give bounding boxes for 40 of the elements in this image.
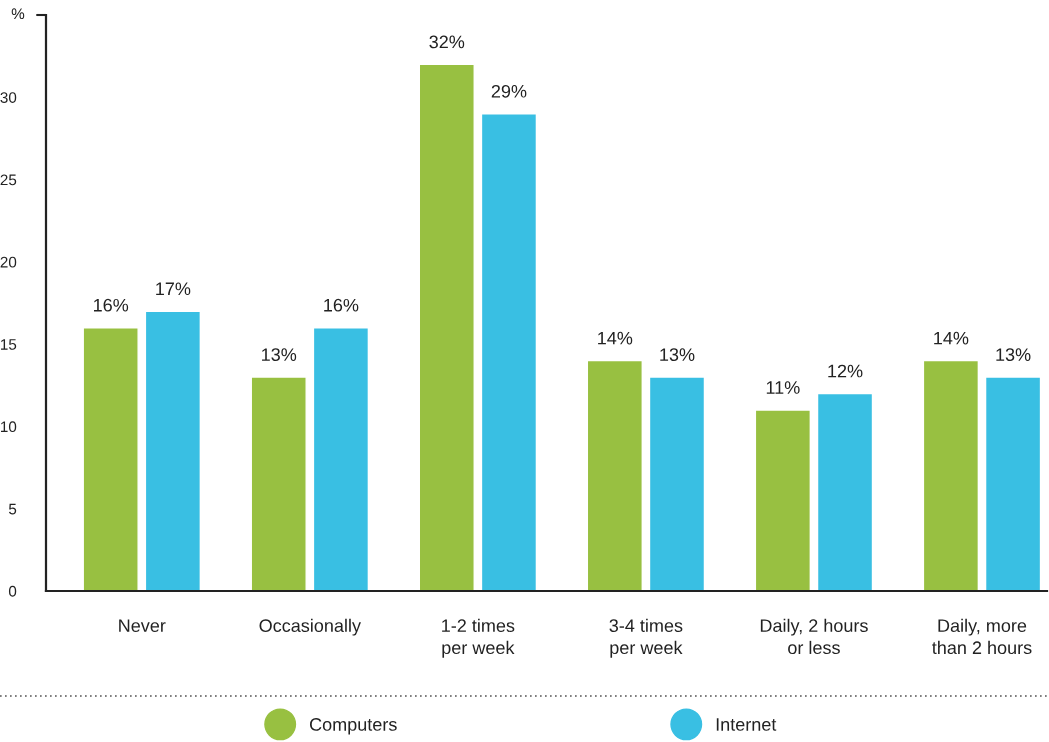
y-tick-label: 20 (0, 256, 17, 268)
data-label: 16% (324, 298, 359, 312)
x-tick-label: 1-2 times per week (442, 618, 515, 658)
bar (984, 376, 1042, 591)
bar (144, 310, 202, 591)
data-label: 13% (660, 348, 695, 361)
data-label: 29% (491, 84, 527, 98)
data-label: 14% (598, 331, 633, 345)
data-label: 11% (766, 381, 800, 394)
y-axis-title: % (11, 8, 25, 20)
bar (418, 63, 475, 591)
x-tick-label: Never (119, 619, 166, 633)
data-label: 17% (156, 282, 191, 296)
bar (922, 359, 980, 591)
data-label: 12% (828, 364, 863, 378)
y-tick-label: 10 (1, 421, 17, 433)
y-tick-label: 15 (1, 339, 17, 350)
x-tick-label: Daily, more than 2 hours (932, 618, 1032, 655)
bar (82, 326, 139, 591)
bar (586, 359, 643, 591)
bar (250, 376, 307, 591)
bar (648, 376, 706, 591)
bar (816, 392, 874, 591)
y-tick-label: 30 (0, 92, 17, 103)
data-label: 16% (94, 298, 129, 312)
y-tick-label: 0 (8, 585, 17, 597)
data-label: 13% (262, 348, 297, 361)
bar (312, 326, 370, 591)
data-label: 14% (934, 331, 969, 345)
x-tick-label: 3-4 times per week (609, 618, 683, 658)
x-tick-label: Occasionally (259, 618, 361, 636)
bar (480, 113, 538, 591)
legend-label: Internet (716, 718, 777, 731)
legend-label: Computers (310, 718, 397, 735)
x-tick-label: Daily, 2 hours or less (760, 618, 868, 655)
y-tick-label: 5 (8, 503, 17, 515)
data-label: 32% (429, 35, 465, 49)
bar (754, 409, 812, 591)
y-tick-label: 25 (0, 174, 17, 186)
data-label: 13% (996, 348, 1031, 361)
